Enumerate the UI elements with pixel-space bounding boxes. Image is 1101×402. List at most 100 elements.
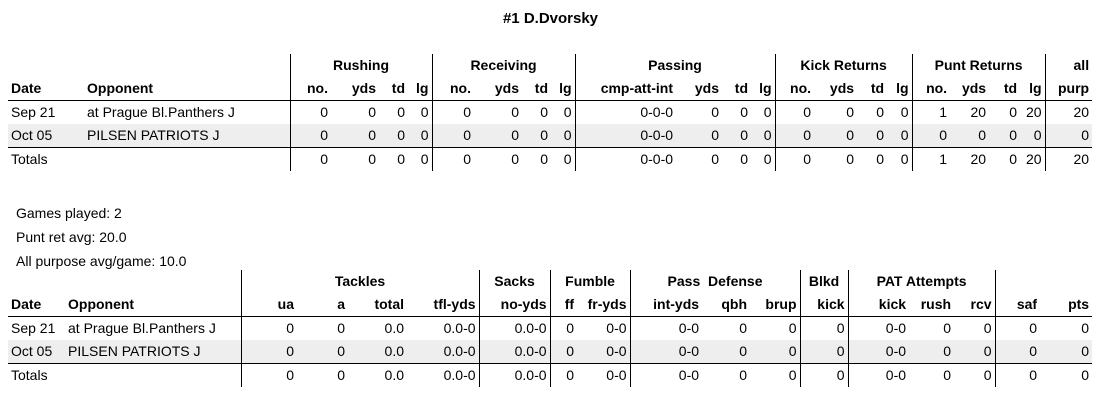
table-cell: 0	[799, 316, 849, 340]
col-header: saf	[994, 293, 1041, 317]
table-cell: 0	[846, 104, 855, 120]
table-cell: 0	[522, 147, 551, 171]
table-cell: 0	[337, 320, 345, 336]
table-cell: 0	[397, 104, 405, 120]
table-row: Oct 05 PILSEN PATRIOTS J 0 0 0 0 0 0 0 0…	[8, 124, 1093, 148]
group-pass-defense: Pass Defense	[629, 270, 801, 293]
col-header: yds	[676, 77, 723, 101]
col-header: int-yds	[629, 293, 703, 317]
table-cell: 0	[950, 124, 990, 148]
table-cell: 0	[887, 147, 913, 171]
totals-row: Totals 0 0 0 0 0 0 0 0 0-0-0 0 0 0 0 0 0…	[8, 147, 1093, 171]
table-cell: 0-0-0	[574, 147, 677, 171]
table-cell: 20	[1026, 104, 1042, 120]
table-cell: 0	[420, 104, 429, 120]
table-cell: 0	[722, 124, 752, 148]
col-header: Opponent	[65, 293, 241, 317]
table-cell: 0	[474, 147, 522, 171]
table-cell: 0	[989, 147, 1021, 171]
col-header: lg	[887, 77, 913, 101]
col-header: no.	[431, 77, 474, 101]
table-cell: 0	[751, 147, 776, 171]
table-cell: 0	[511, 104, 519, 120]
table-cell: 0-0	[629, 340, 703, 364]
col-header: Opponent	[84, 77, 290, 101]
table-cell: 0	[551, 147, 576, 171]
table-cell: 0	[711, 104, 720, 120]
table-cell: 0	[739, 320, 748, 336]
table-cell: 0	[289, 147, 331, 171]
col-header: Date	[8, 77, 84, 101]
table-cell	[84, 147, 290, 171]
col-header: td	[379, 77, 408, 101]
table-cell: 0	[943, 320, 952, 336]
table-cell: 0	[900, 104, 909, 120]
table-cell: 0	[799, 363, 849, 387]
all-purpose-average: All purpose avg/game: 10.0	[16, 253, 187, 269]
group-kick-returns: Kick Returns	[774, 54, 913, 77]
col-header: total	[348, 293, 407, 317]
col-header: ff	[549, 293, 578, 317]
table-cell: 0	[983, 320, 992, 336]
cell-date: Oct 05	[8, 124, 84, 148]
table-row: Sep 21 at Prague Bl.Panthers J 0 0 0 0 0…	[8, 100, 1093, 124]
table-cell: 0	[408, 124, 432, 148]
table-cell: 0	[774, 124, 815, 148]
col-header: rcv	[954, 293, 996, 317]
cell-date: Oct 05	[8, 340, 65, 364]
table-cell: 0	[240, 316, 297, 340]
cell-opponent: PILSEN PATRIOTS J	[65, 340, 241, 364]
table-cell: 0	[379, 147, 408, 171]
cell-opponent: PILSEN PATRIOTS J	[84, 124, 290, 148]
table-cell: 0	[1040, 363, 1093, 387]
col-header: lg	[408, 77, 432, 101]
page-title: #1 D.Dvorsky	[502, 10, 599, 27]
table-cell: 0	[994, 363, 1041, 387]
col-header: yds	[474, 77, 522, 101]
table-cell: 0-0	[606, 320, 627, 336]
table-cell: 20	[1044, 100, 1093, 124]
table-cell: 0	[431, 147, 474, 171]
totals-label: Totals	[8, 363, 65, 387]
col-header: td	[989, 77, 1021, 101]
col-header: lg	[751, 77, 776, 101]
table-cell: 0.0	[348, 340, 407, 364]
col-header: td	[522, 77, 551, 101]
group-receiving: Receiving	[431, 54, 576, 77]
table-cell: 0	[1040, 340, 1093, 364]
table-cell: 0	[751, 124, 776, 148]
summary-notes: Games played: 2 Punt ret avg: 20.0 All p…	[16, 201, 186, 273]
table-cell: 0	[379, 124, 408, 148]
table1-group-row: Rushing Receiving Passing Kick Returns P…	[8, 54, 1093, 77]
table-cell: 0	[1081, 320, 1090, 336]
table-cell: 0	[740, 104, 749, 120]
cell-opponent: at Prague Bl.Panthers J	[68, 320, 216, 336]
table-cell: 0	[909, 363, 955, 387]
group-pat-attempts: PAT Attempts	[847, 270, 996, 293]
table-cell: 0	[676, 147, 723, 171]
col-header: purp	[1044, 77, 1093, 101]
table-cell: 0.0	[384, 320, 404, 336]
table-cell: 0-0	[577, 363, 631, 387]
table-cell: 0-0	[629, 316, 703, 340]
group-passing: Passing	[574, 54, 776, 77]
group-rushing: Rushing	[289, 54, 432, 77]
punt-return-average: Punt ret avg: 20.0	[16, 229, 127, 245]
table-cell: 0-0-0	[574, 100, 677, 124]
table-cell: 0	[431, 100, 474, 124]
col-header: pts	[1040, 293, 1093, 317]
col-header: yds	[814, 77, 858, 101]
table-cell: 0	[911, 124, 951, 148]
table-cell: 0	[994, 316, 1041, 340]
games-played: Games played: 2	[16, 205, 122, 221]
group-blkd: Blkd	[799, 270, 849, 293]
table1-header-row: Date Opponent no. yds td lg no. yds td l…	[8, 77, 1093, 101]
table-cell: 0	[431, 124, 474, 148]
col-header: yds	[950, 77, 990, 101]
table-cell: 0	[814, 124, 858, 148]
col-header: brup	[750, 293, 801, 317]
table-cell: 0	[954, 363, 996, 387]
table-cell: 0.0	[348, 363, 407, 387]
table-cell	[65, 363, 241, 387]
table-cell: 0	[1044, 124, 1093, 148]
